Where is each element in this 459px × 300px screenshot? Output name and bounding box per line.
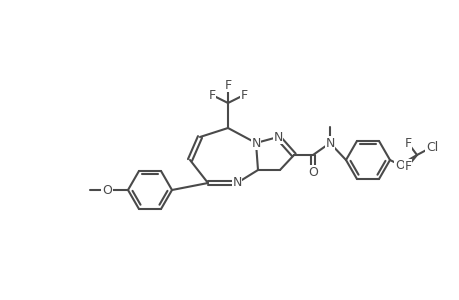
Text: F: F — [208, 88, 215, 101]
Text: N: N — [251, 136, 260, 149]
Text: N: N — [325, 136, 334, 149]
Text: N: N — [273, 130, 282, 143]
Text: Cl: Cl — [425, 140, 437, 154]
Text: F: F — [403, 160, 411, 172]
Text: O: O — [308, 166, 317, 178]
Text: O: O — [102, 184, 112, 196]
Text: O: O — [394, 158, 404, 172]
Text: F: F — [403, 136, 411, 149]
Text: N: N — [232, 176, 241, 190]
Text: F: F — [224, 79, 231, 92]
Text: F: F — [240, 88, 247, 101]
